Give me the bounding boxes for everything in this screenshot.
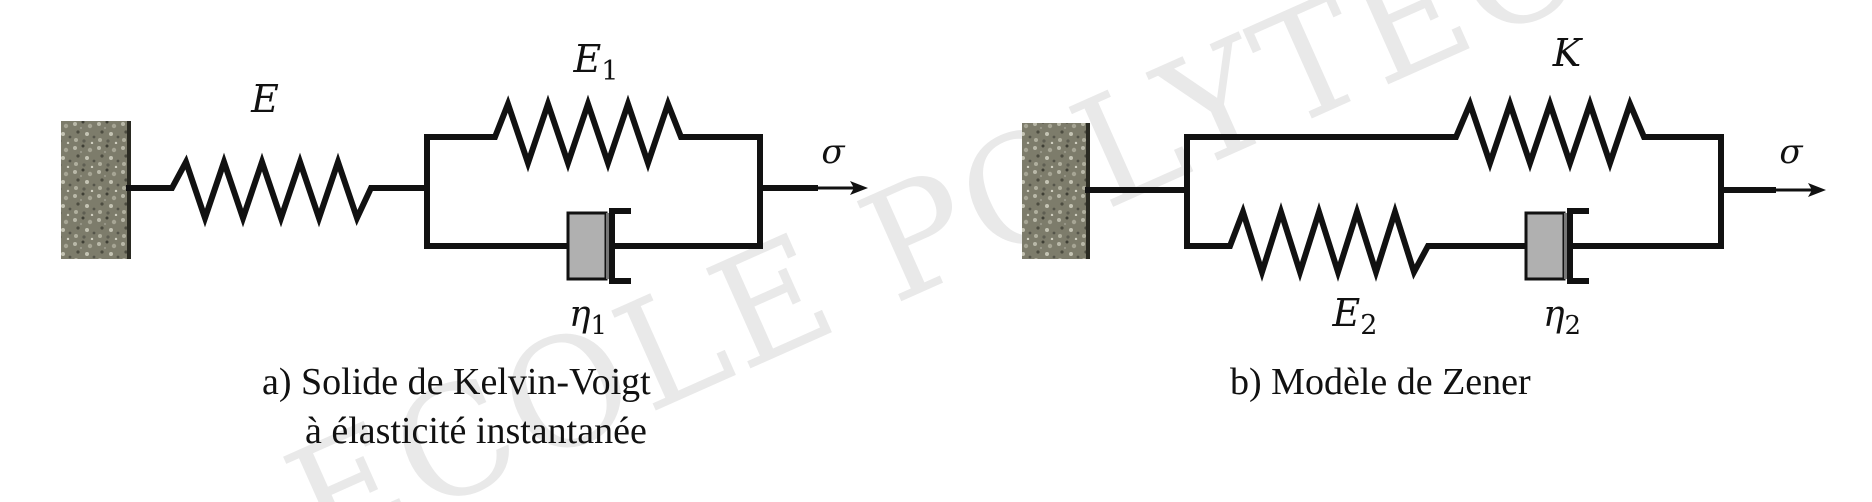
- stress-arrow-head-b: [1808, 183, 1826, 197]
- spring-e: [126, 152, 430, 228]
- caption-a-line2: à élasticité instantanée: [305, 410, 647, 452]
- label-e1-sub: 1: [601, 56, 618, 87]
- label-eta1: η1: [569, 294, 607, 341]
- label-e: E: [250, 77, 279, 121]
- label-e2-main: E: [1332, 291, 1361, 335]
- spring-e1: [424, 94, 763, 173]
- diagram-a: E E1 η1 σ a) Solide de Kelvin-Voigt à él…: [61, 37, 868, 452]
- label-e2-sub: 2: [1360, 310, 1377, 341]
- fixed-wall-a: [61, 121, 129, 259]
- caption-a-line1: a) Solide de Kelvin-Voigt: [262, 361, 651, 403]
- spring-e2: [1184, 202, 1529, 282]
- stress-arrow-head-a: [850, 181, 868, 195]
- label-eta2: η2: [1543, 294, 1581, 341]
- label-e1-main: E: [573, 37, 602, 81]
- label-sigma-a: σ: [821, 132, 845, 172]
- label-sigma-b: σ: [1779, 132, 1803, 172]
- caption-b: b) Modèle de Zener: [1230, 361, 1531, 403]
- fixed-wall-b: [1022, 123, 1088, 259]
- diagram-b: K E2 η2 σ b) Modèle de Zener: [1022, 31, 1826, 403]
- label-e2: E2: [1332, 291, 1378, 341]
- dashpot-piston-a: [566, 211, 608, 281]
- spring-k: [1184, 94, 1724, 173]
- label-eta1-sub: 1: [591, 311, 608, 341]
- label-k: K: [1552, 31, 1584, 75]
- label-eta1-main: η: [569, 294, 591, 335]
- label-e1: E1: [573, 37, 619, 87]
- dashpot-piston-b: [1524, 211, 1566, 281]
- label-eta2-sub: 2: [1565, 311, 1582, 341]
- label-eta2-main: η: [1543, 294, 1565, 335]
